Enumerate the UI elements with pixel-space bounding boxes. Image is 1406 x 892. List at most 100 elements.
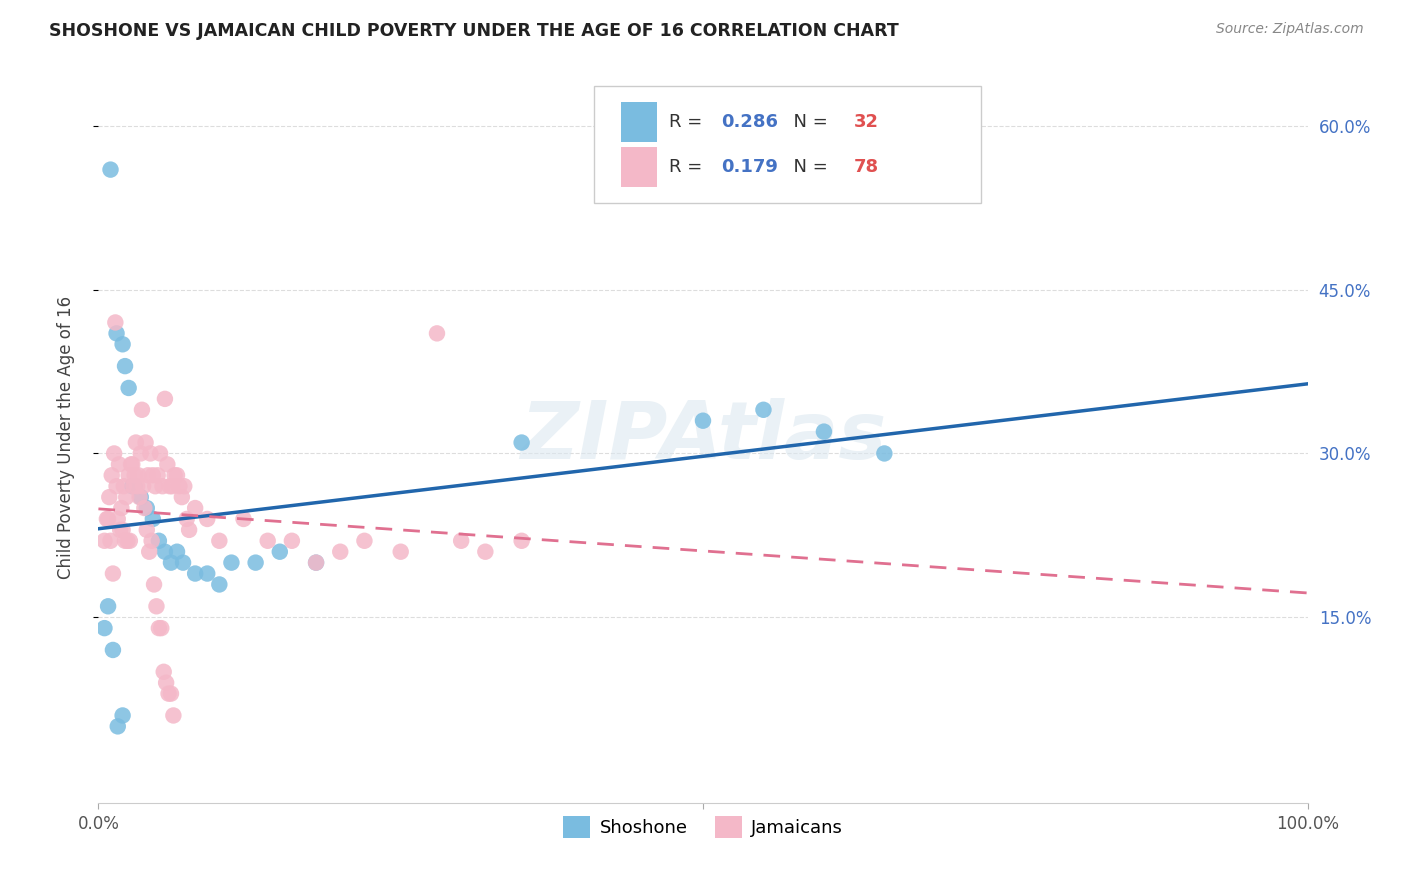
Point (108, 523, 131, 537)
Point (305, 556, 328, 570)
Point (141, 533, 163, 548)
Point (135, 523, 157, 537)
Point (129, 490, 152, 504)
Point (160, 687, 183, 701)
Text: N =: N = (782, 158, 834, 176)
Point (155, 675, 177, 690)
Point (127, 479, 149, 493)
Text: 0.286: 0.286 (721, 113, 778, 131)
Point (143, 479, 166, 493)
Text: 78: 78 (855, 158, 879, 176)
Point (145, 599, 167, 614)
Point (112, 479, 135, 493)
Y-axis label: Child Poverty Under the Age of 16: Child Poverty Under the Age of 16 (56, 295, 75, 579)
Point (100, 162, 122, 177)
Point (510, 435, 533, 450)
Point (100, 468, 122, 483)
Point (157, 687, 180, 701)
Point (450, 533, 472, 548)
Point (135, 501, 157, 516)
Point (104, 315, 127, 329)
Point (139, 446, 162, 460)
Point (142, 512, 165, 526)
Text: R =: R = (669, 113, 709, 131)
Point (173, 479, 195, 493)
Point (281, 533, 304, 548)
Point (125, 435, 148, 450)
Text: 0.179: 0.179 (721, 158, 778, 176)
Point (150, 621, 173, 635)
Point (195, 566, 218, 581)
Point (136, 468, 159, 483)
Point (98, 490, 121, 504)
Point (111, 337, 134, 351)
Point (111, 523, 134, 537)
Point (474, 545, 496, 559)
Point (107, 512, 129, 526)
Point (143, 577, 166, 591)
Point (152, 665, 174, 679)
Point (170, 490, 193, 504)
Point (245, 556, 267, 570)
Text: ZIPAtlas: ZIPAtlas (520, 398, 886, 476)
Point (124, 479, 146, 493)
Point (752, 402, 775, 417)
Point (195, 512, 218, 526)
Point (813, 425, 835, 439)
Point (179, 523, 201, 537)
Point (105, 326, 128, 341)
Point (108, 458, 131, 472)
Point (138, 545, 160, 559)
Point (169, 479, 191, 493)
Point (166, 545, 188, 559)
Point (107, 719, 129, 733)
Point (128, 490, 150, 504)
Point (208, 577, 231, 591)
Point (118, 533, 141, 548)
Point (269, 545, 291, 559)
Point (184, 566, 207, 581)
Point (159, 479, 181, 493)
Point (103, 446, 125, 460)
Point (93, 533, 115, 548)
Point (114, 533, 136, 548)
Point (329, 545, 352, 559)
Point (305, 556, 328, 570)
Text: 32: 32 (855, 113, 879, 131)
Point (162, 708, 184, 723)
Point (127, 468, 149, 483)
Point (166, 468, 188, 483)
Point (153, 545, 176, 559)
FancyBboxPatch shape (621, 102, 657, 142)
Point (873, 446, 896, 460)
Point (160, 556, 183, 570)
Point (93, 621, 115, 635)
Point (160, 479, 183, 493)
Point (96, 512, 118, 526)
Point (221, 556, 243, 570)
Text: N =: N = (782, 113, 834, 131)
Point (176, 512, 198, 526)
Point (148, 621, 170, 635)
Point (135, 435, 157, 450)
Point (156, 458, 179, 472)
Point (118, 381, 141, 395)
FancyBboxPatch shape (595, 86, 981, 203)
Point (149, 446, 172, 460)
Point (132, 479, 155, 493)
Point (115, 490, 138, 504)
Text: SHOSHONE VS JAMAICAN CHILD POVERTY UNDER THE AGE OF 16 CORRELATION CHART: SHOSHONE VS JAMAICAN CHILD POVERTY UNDER… (49, 22, 898, 40)
Point (426, 326, 449, 341)
Point (117, 533, 139, 548)
Point (152, 479, 174, 493)
Point (101, 643, 124, 657)
Point (148, 533, 170, 548)
Text: Source: ZipAtlas.com: Source: ZipAtlas.com (1216, 22, 1364, 37)
FancyBboxPatch shape (621, 147, 657, 187)
Point (510, 533, 533, 548)
Point (142, 468, 165, 483)
Point (389, 545, 412, 559)
Point (256, 533, 278, 548)
Point (121, 479, 143, 493)
Text: R =: R = (669, 158, 714, 176)
